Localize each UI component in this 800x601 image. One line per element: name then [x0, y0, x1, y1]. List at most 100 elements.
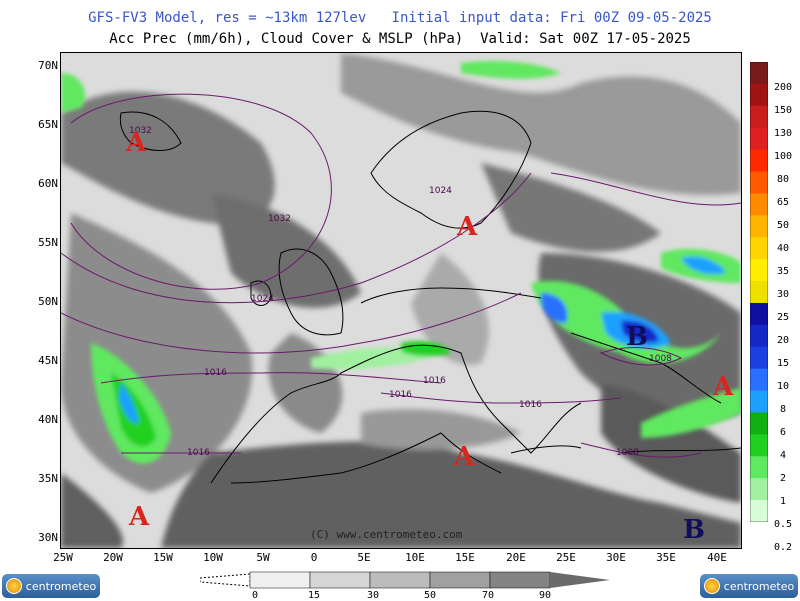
isobar-label: 1016: [423, 376, 446, 386]
lat-tick-65n: 65N: [38, 118, 58, 131]
lon-tick-20e: 20E: [506, 551, 526, 564]
isobars: [61, 93, 741, 458]
lon-tick-15e: 15E: [455, 551, 475, 564]
precip-legend-label: 50: [776, 220, 790, 231]
lat-tick-30n: 30N: [38, 531, 58, 544]
cloud-legend-label: 30: [366, 590, 380, 601]
cloud-legend-label: 70: [481, 590, 495, 601]
precip-legend-swatch: [750, 105, 768, 129]
logo-text: centrometeo: [723, 579, 795, 593]
cloud-legend-label: 90: [538, 590, 552, 601]
precip-legend-label: 10: [776, 381, 790, 392]
lon-tick-10w: 10W: [203, 551, 223, 564]
weather-map[interactable]: 1032 1032 1024 1024 1016 1016 1016 1016 …: [60, 52, 742, 549]
precip-legend-swatch: [750, 127, 768, 151]
high-pressure-marker: A: [125, 128, 147, 158]
precip-legend-swatch: [750, 302, 768, 326]
lon-tick-20w: 20W: [103, 551, 123, 564]
precip-legend-swatch: [750, 237, 768, 260]
precip-legend-label: 65: [776, 197, 790, 208]
lat-tick-70n: 70N: [38, 59, 58, 72]
isobar-label: 1016: [519, 400, 542, 410]
precip-legend-swatch: [750, 390, 768, 413]
high-pressure-marker: A: [128, 502, 150, 532]
lon-tick-25e: 25E: [556, 551, 576, 564]
lon-tick-5w: 5W: [256, 551, 270, 564]
lon-tick-5e: 5E: [357, 551, 371, 564]
map-title-line1: GFS-FV3 Model, res = ~13km 127lev Initia…: [88, 10, 712, 26]
precip-legend-swatch: [750, 456, 768, 479]
precipitation-layer: [61, 61, 741, 464]
precip-legend-label: 1: [779, 496, 787, 507]
centrometeo-logo-left[interactable]: centrometeo: [2, 574, 100, 598]
precip-legend-swatch: [750, 500, 768, 522]
precip-legend-swatch: [750, 324, 768, 348]
isobar-label: 1008: [649, 354, 672, 364]
precip-legend-label: 4: [779, 450, 787, 461]
isobar-label: 1016: [187, 448, 210, 458]
centrometeo-logo-right[interactable]: centrometeo: [700, 574, 798, 598]
high-pressure-marker: A: [456, 212, 478, 242]
lat-tick-40n: 40N: [38, 413, 58, 426]
isobar-label: 1032: [129, 126, 152, 136]
precip-legend-label: 20: [776, 335, 790, 346]
logo-text: centrometeo: [25, 579, 97, 593]
precip-legend-bar: [750, 62, 768, 522]
isobar-label: 1024: [251, 294, 274, 304]
cloud-legend-label: 50: [423, 590, 437, 601]
precip-legend-label: 100: [773, 151, 793, 162]
sun-icon: [703, 578, 720, 594]
lon-tick-30e: 30E: [606, 551, 626, 564]
cloud-legend-label: 0: [251, 590, 259, 601]
lon-tick-0: 0: [310, 551, 318, 564]
lon-tick-35e: 35E: [656, 551, 676, 564]
lon-tick-40e: 40E: [707, 551, 727, 564]
precip-legend-swatch: [750, 62, 768, 85]
precip-legend-swatch: [750, 193, 768, 216]
precip-legend-label: 8: [779, 404, 787, 415]
coastlines: [119, 110, 741, 484]
precip-legend-label: 0.5: [773, 519, 793, 530]
precip-legend-label: 40: [776, 243, 790, 254]
lat-tick-60n: 60N: [38, 177, 58, 190]
high-pressure-marker: A: [453, 442, 475, 472]
precip-legend-swatch: [750, 281, 768, 304]
precip-legend-swatch: [750, 215, 768, 238]
weather-map-canvas: 1032 1032 1024 1024 1016 1016 1016 1016 …: [61, 53, 741, 548]
cloud-legend-label: 15: [307, 590, 321, 601]
precip-legend-label: 15: [776, 358, 790, 369]
sun-icon: [5, 578, 22, 594]
precip-legend-label: 200: [773, 82, 793, 93]
precip-legend-label: 150: [773, 105, 793, 116]
map-title-line2: Acc Prec (mm/6h), Cloud Cover & MSLP (hP…: [109, 31, 691, 47]
precip-legend-label: 30: [776, 289, 790, 300]
precip-legend-swatch: [750, 368, 768, 392]
precip-legend-swatch: [750, 412, 768, 435]
precip-legend-swatch: [750, 83, 768, 107]
low-pressure-marker: B: [626, 322, 648, 352]
precip-legend-swatch: [750, 346, 768, 370]
precip-legend-label: 130: [773, 128, 793, 139]
precip-legend-swatch: [750, 149, 768, 173]
isobar-label: 1008: [616, 448, 639, 458]
lat-tick-55n: 55N: [38, 236, 58, 249]
lat-tick-45n: 45N: [38, 354, 58, 367]
lon-tick-15w: 15W: [153, 551, 173, 564]
low-pressure-marker: B: [683, 515, 705, 545]
lon-tick-10e: 10E: [405, 551, 425, 564]
precip-legend-label: 25: [776, 312, 790, 323]
cloud-cover-legend-bar: [200, 571, 610, 589]
precip-legend-label: 0.2: [773, 542, 793, 553]
lat-tick-50n: 50N: [38, 295, 58, 308]
lon-tick-25w: 25W: [53, 551, 73, 564]
isobar-label: 1016: [204, 368, 227, 378]
precip-legend-swatch: [750, 171, 768, 194]
precip-legend-swatch: [750, 478, 768, 501]
precip-legend-label: 35: [776, 266, 790, 277]
precip-legend-label: 2: [779, 473, 787, 484]
isobar-label: 1024: [429, 186, 452, 196]
precip-legend-swatch: [750, 434, 768, 457]
precip-legend-swatch: [750, 259, 768, 282]
precip-legend-label: 80: [776, 174, 790, 185]
precip-legend-label: 6: [779, 427, 787, 438]
